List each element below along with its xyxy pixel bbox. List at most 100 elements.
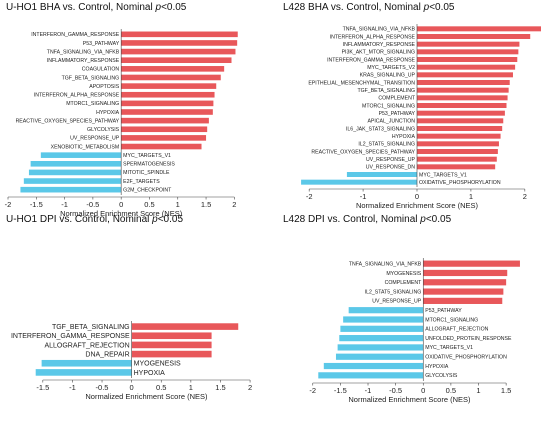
bar — [417, 41, 520, 47]
x-tick-label: -1 — [365, 386, 372, 395]
bar — [35, 369, 132, 376]
category-label: TNFA_SIGNALING_VIA_NFKB — [343, 27, 416, 33]
category-label: INTERFERON_GAMMA_RESPONSE — [31, 32, 119, 38]
category-label: INTERFERON_GAMMA_RESPONSE — [11, 333, 130, 340]
x-tick-label: 0 — [119, 200, 123, 209]
x-tick-label: -0.5 — [86, 200, 99, 209]
bar — [348, 307, 424, 314]
x-tick-label: 0 — [415, 192, 419, 201]
bar — [343, 316, 424, 323]
chart-title-p: p — [420, 214, 426, 225]
chart-title: U-HO1 BHA vs. Control, Nominal p<0.05 — [6, 2, 186, 13]
bar — [121, 74, 221, 81]
x-tick-label: -1 — [61, 200, 68, 209]
chart-title: L428 BHA vs. Control, Nominal p<0.05 — [283, 2, 455, 13]
category-label: MYC_TARGETS_V2 — [367, 65, 415, 71]
x-tick-label: 0.5 — [446, 386, 456, 395]
x-tick-label: 0 — [130, 383, 134, 392]
category-label: REACTIVE_OXYGEN_SPECIES_PATHWAY — [311, 149, 415, 155]
x-tick-label: -1 — [360, 192, 367, 201]
bar — [335, 353, 424, 360]
x-tick-label: -1.5 — [36, 383, 49, 392]
bar — [417, 149, 498, 154]
category-label: P53_PATHWAY — [425, 308, 462, 314]
category-label: P53_PATHWAY — [379, 111, 416, 117]
category-label: IL2_STAT5_SIGNALING — [365, 289, 422, 295]
category-label: INFLAMMATORY_RESPONSE — [47, 58, 120, 64]
x-tick-label: -1.5 — [334, 386, 347, 395]
category-label: UV_RESPONSE_DN — [366, 165, 416, 171]
x-tick-label: -1.5 — [30, 200, 43, 209]
category-label: UV_RESPONSE_UP — [366, 157, 416, 163]
x-axis-label: Normalized Enrichment Score (NES) — [356, 201, 479, 210]
category-label: INFLAMMATORY_RESPONSE — [343, 42, 416, 48]
category-label: OXIDATIVE_PHOSPHORYLATION — [419, 180, 501, 186]
bar — [121, 109, 213, 115]
chart-panel-l428-bha: L428 BHA vs. Control, Nominal p<0.05 TNF… — [275, 0, 550, 212]
bar — [323, 362, 424, 370]
category-label: UV_RESPONSE_UP — [70, 136, 120, 142]
category-label: COAGULATION — [82, 67, 120, 73]
category-label: MITOTIC_SPINDLE — [123, 170, 170, 176]
category-label: HYPOXIA — [392, 134, 416, 140]
category-label: MYC_TARGETS_V1 — [419, 172, 467, 178]
x-tick-label: -1 — [69, 383, 76, 392]
bar — [40, 152, 122, 158]
category-label: INTERFERON_ALPHA_RESPONSE — [34, 93, 120, 99]
category-label: MTORC1_SIGNALING — [425, 317, 478, 323]
x-tick-label: 1 — [189, 383, 193, 392]
bar — [417, 141, 499, 147]
category-label: UV_RESPONSE_UP — [372, 299, 422, 305]
category-label: REACTIVE_OXYGEN_SPECIES_PATHWAY — [16, 118, 120, 124]
bar — [417, 57, 518, 62]
chart-title-tail: <0.05 — [425, 214, 452, 225]
category-label: TNFA_SIGNALING_VIA_NFKB — [349, 261, 422, 267]
x-tick-label: 0.5 — [144, 200, 154, 209]
bar — [423, 297, 503, 304]
category-label: TGF_BETA_SIGNALING — [62, 75, 120, 81]
category-label: ALLOGRAFT_REJECTION — [44, 342, 129, 349]
bar — [337, 344, 424, 351]
category-label: TGF_BETA_SIGNALING — [357, 88, 415, 94]
bar — [423, 269, 508, 277]
chart-panel-uho1-dpi: U-HO1 DPI vs. Control, Nominal p<0.05 TG… — [0, 212, 275, 423]
bar — [417, 103, 507, 108]
x-axis-label: Normalized Enrichment Score (NES) — [60, 209, 183, 218]
bar — [121, 66, 225, 72]
bar — [417, 26, 541, 32]
bar — [131, 323, 239, 330]
x-tick-label: -0.5 — [96, 383, 109, 392]
chart-title-text: L428 DPI vs. Control, Nominal — [283, 214, 421, 225]
category-label: HYPOXIA — [425, 364, 449, 370]
x-tick-label: 1.5 — [215, 383, 225, 392]
bar — [417, 110, 505, 116]
bar — [41, 359, 132, 367]
x-axis-label: Normalized Enrichment Score (NES) — [85, 392, 208, 401]
category-label: MYOGENESIS — [386, 271, 421, 277]
chart-title-p: p — [155, 2, 162, 13]
category-label: E2F_TARGETS — [123, 179, 160, 185]
chart-panel-uho1-bha: U-HO1 BHA vs. Control, Nominal p<0.05 IN… — [0, 0, 275, 218]
bar — [417, 49, 519, 55]
bar — [417, 34, 531, 39]
bar — [318, 372, 424, 379]
chart-title-p: p — [152, 214, 158, 225]
category-label: EPITHELIAL_MESENCHYMAL_TRANSITION — [308, 80, 415, 86]
chart-svg: TNFA_SIGNALING_VIA_NFKBINTERFERON_ALPHA_… — [301, 24, 541, 210]
chart-title-tail: <0.05 — [157, 214, 184, 225]
x-axis-label: Normalized Enrichment Score (NES) — [348, 395, 471, 404]
bar — [28, 169, 122, 176]
category-label: INTERFERON_GAMMA_RESPONSE — [327, 57, 415, 63]
bar — [340, 325, 424, 332]
bar — [121, 135, 207, 141]
category-label: IL6_JAK_STAT3_SIGNALING — [346, 126, 415, 132]
bar — [121, 48, 236, 55]
category-label: HYPOXIA — [96, 110, 120, 116]
category-label: KRAS_SIGNALING_UP — [360, 73, 416, 79]
bar — [417, 64, 516, 70]
bar — [20, 186, 122, 193]
category-label: MTORC1_SIGNALING — [66, 101, 119, 107]
category-label: COMPLEMENT — [378, 96, 415, 102]
bar — [121, 57, 232, 64]
category-label: MTORC1_SIGNALING — [362, 103, 415, 109]
